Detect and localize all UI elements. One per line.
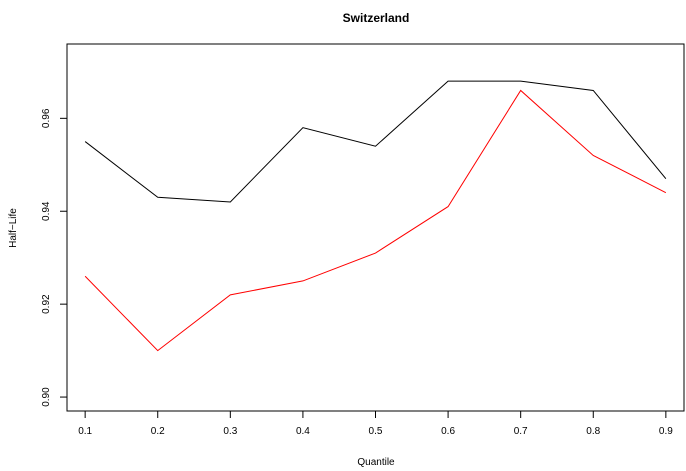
x-tick-label: 0.1	[78, 426, 92, 437]
y-tick-label: 0.96	[41, 108, 52, 128]
y-axis-label: Half−Life	[8, 208, 19, 248]
y-axis: 0.90 0.92 0.94 0.96	[41, 108, 67, 407]
plot-frame	[66, 43, 685, 412]
x-tick-label: 0.4	[296, 426, 310, 437]
y-tick-label: 0.90	[41, 387, 52, 407]
series-line-2	[84, 89, 667, 352]
x-tick-label: 0.3	[223, 426, 237, 437]
x-tick-label: 0.5	[369, 426, 383, 437]
y-tick-label: 0.92	[41, 294, 52, 314]
x-axis: 0.1 0.2 0.3 0.4 0.5 0.6 0.7 0.8 0.9	[78, 411, 673, 437]
series-layer	[84, 80, 667, 352]
chart-title: Switzerland	[343, 11, 410, 25]
x-tick-label: 0.2	[151, 426, 165, 437]
x-tick-label: 0.8	[586, 426, 600, 437]
y-tick-label: 0.94	[41, 201, 52, 221]
x-tick-label: 0.7	[514, 426, 528, 437]
x-tick-label: 0.9	[659, 426, 673, 437]
series-line-1	[84, 80, 667, 203]
x-axis-label: Quantile	[357, 457, 395, 468]
x-tick-label: 0.6	[441, 426, 455, 437]
